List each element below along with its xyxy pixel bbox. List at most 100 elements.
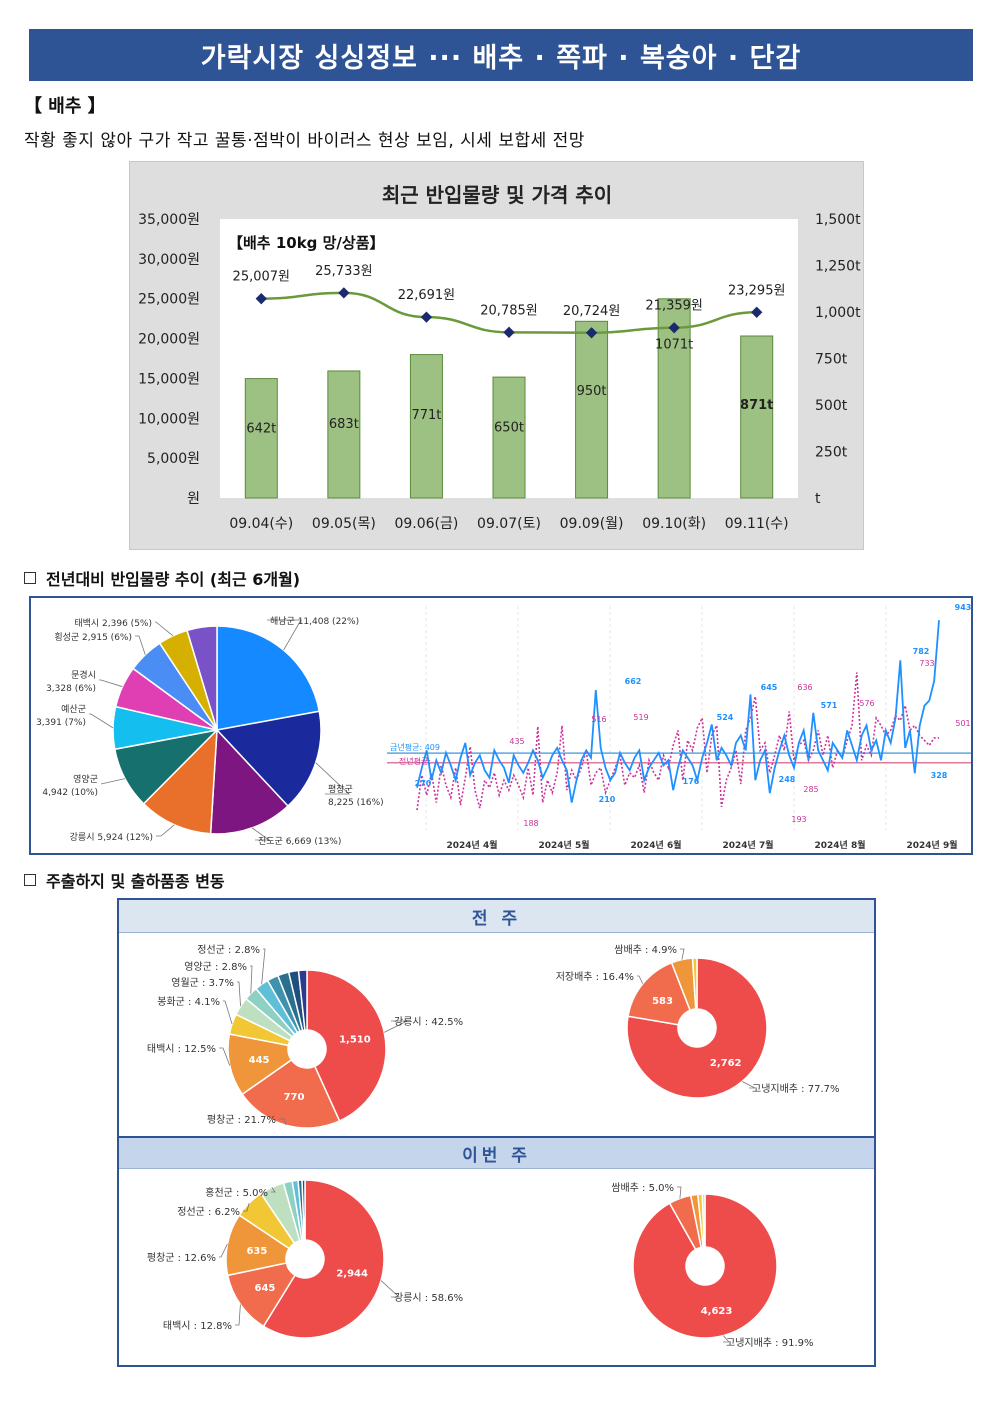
pie-slice	[262, 1179, 385, 1339]
pie-leader-line	[219, 1243, 228, 1258]
x-tick-label: 09.07(토)	[477, 516, 541, 532]
pie-value-label: 2,944	[336, 1268, 368, 1279]
pie-label-line: 문경시	[71, 669, 96, 681]
pie-label-line: 3,328 (6%)	[46, 684, 96, 694]
band-prev-week: 전 주	[119, 900, 874, 933]
y-right-tick: 250t	[815, 445, 848, 461]
x-tick-label: 09.04(수)	[229, 516, 293, 532]
line-annotation: 328	[931, 771, 948, 780]
pie-slice-label: 고냉지배추 : 91.9%	[726, 1337, 814, 1349]
x-tick-label: 09.06(금)	[394, 516, 458, 532]
pie-value-label: 583	[652, 996, 673, 1007]
line-annotation: 270	[415, 779, 432, 788]
pie-slice-label: 쌈배추 : 4.9%	[614, 944, 677, 956]
pie-slice-label: 해남군 11,408 (22%)	[270, 616, 359, 627]
pie-slice	[632, 1193, 778, 1339]
line-annotation: 524	[717, 713, 734, 722]
pie-leader-line	[155, 621, 174, 637]
pie-label-line: 예산군	[61, 704, 86, 715]
y-left-tick: 15,000원	[138, 371, 200, 387]
y-right-tick: 500t	[815, 398, 848, 414]
pie-label-line: 영양군	[73, 774, 98, 785]
pie-slice-label: 예산군 3,391 (7%)	[36, 704, 86, 728]
pie-leader-line	[156, 824, 175, 837]
section-heading: 【 배추 】	[24, 96, 106, 117]
square-bullet-icon	[24, 874, 36, 886]
pie-leader-line	[235, 1304, 241, 1326]
pie-slice	[701, 1193, 706, 1248]
pie-label-line: 평창군	[328, 784, 353, 795]
volume-bar	[409, 354, 443, 499]
pie-leader-line	[271, 1187, 276, 1193]
line-annotation: 516	[591, 715, 606, 724]
line-annotation: 501	[955, 719, 970, 728]
line-annotation: 248	[779, 775, 796, 784]
price-point	[420, 311, 433, 323]
y-left-tick: 10,000원	[138, 411, 200, 427]
pie-label-line: 3,391 (7%)	[36, 718, 86, 728]
pie-leader-line	[99, 679, 123, 688]
pie-slice-label: 태백시 2,396 (5%)	[74, 618, 152, 629]
pie-slice-label: 태백시 : 12.5%	[147, 1043, 216, 1055]
volume-comparison-box: 해남군 11,408 (22%) 평창군 8,225 (16%) 진도군 6,669 …	[29, 596, 973, 855]
pie-slice	[142, 728, 218, 835]
square-bullet-icon	[24, 572, 36, 584]
pie-slice-label: 봉화군 : 4.1%	[157, 996, 220, 1008]
price-volume-svg: 최근 반입물량 및 가격 추이 【배추 10kg 망/상품】 35,000원 30,0…	[138, 183, 861, 532]
origin-variety-box: 전 주 1,510 강릉시 : 42.5% 770 평창군 : 21.7% 445 태백시…	[117, 898, 876, 1367]
volume-label: 871t	[740, 398, 773, 413]
price-point	[338, 287, 350, 299]
price-label: 25,007원	[233, 270, 290, 285]
line-annotation: 금년평균: 409	[390, 742, 440, 752]
pie-leader-line	[315, 762, 351, 795]
pie-leader-line	[677, 1186, 682, 1199]
price-label: 22,691원	[398, 288, 455, 303]
volume-bar	[575, 320, 609, 499]
prev-week-donuts: 1,510 강릉시 : 42.5% 770 평창군 : 21.7% 445 태백시 : 1…	[147, 944, 840, 1129]
price-label: 20,785원	[480, 303, 537, 318]
pie-slice	[241, 1058, 341, 1129]
volume-bar	[740, 335, 774, 499]
pie-value-label: 770	[284, 1092, 305, 1103]
pie-slice-label: 횡성군 2,915 (6%)	[54, 631, 132, 643]
pie-slice-label: 쌈배추 : 5.0%	[611, 1182, 674, 1194]
pie-label-line: 8,225 (16%)	[328, 798, 384, 808]
volume-label: 650t	[494, 421, 524, 436]
region-pie-chart: 해남군 11,408 (22%) 평창군 8,225 (16%) 진도군 6,669 …	[36, 616, 384, 847]
pie-slice-label: 저장배추 : 16.4%	[556, 971, 634, 983]
line-annotation: 188	[523, 819, 538, 828]
price-label: 20,724원	[563, 304, 620, 319]
pie-slice	[186, 625, 218, 731]
line-annotation: 176	[683, 777, 700, 786]
x-tick-label: 09.10(화)	[642, 516, 706, 532]
x-tick-label: 2024년 4월	[446, 839, 497, 851]
y-left-tick: 5,000원	[147, 451, 200, 467]
pie-leader-line	[384, 1020, 408, 1033]
pie-value-label: 2,762	[710, 1058, 742, 1069]
y-left-tick: 20,000원	[138, 332, 200, 348]
pie-leader-line	[243, 1203, 250, 1212]
pie-slice-label: 문경시 3,328 (6%)	[46, 669, 96, 694]
pie-leader-line	[89, 713, 114, 729]
x-tick-label: 09.11(수)	[725, 516, 789, 532]
band-this-week: 이번 주	[119, 1136, 874, 1169]
pie-leader-line	[250, 965, 253, 994]
sub-heading-origin-text: 주출하지 및 출하품종 변동	[46, 872, 225, 891]
pie-slice-label: 강릉시 : 42.5%	[394, 1016, 463, 1028]
line-annotation: 193	[791, 815, 806, 824]
price-point	[751, 306, 763, 318]
pie-leader-line	[135, 635, 146, 655]
volume-label: 642t	[246, 421, 276, 436]
x-tick-label: 09.05(목)	[312, 516, 376, 532]
pie-slice	[297, 969, 308, 1031]
line-annotation: 571	[821, 701, 838, 710]
x-tick-label: 09.09(월)	[560, 516, 624, 532]
chart-title: 최근 반입물량 및 가격 추이	[382, 183, 612, 207]
pie-leader-line	[267, 619, 302, 651]
y-left-tick: 원	[187, 491, 200, 507]
pie-slice-label: 태백시 : 12.8%	[163, 1320, 232, 1332]
pie-slice-label: 정선군 : 2.8%	[197, 944, 260, 956]
price-label: 23,295원	[728, 283, 785, 298]
line-annotation: 782	[913, 647, 930, 656]
y-left-tick: 25,000원	[138, 292, 200, 308]
